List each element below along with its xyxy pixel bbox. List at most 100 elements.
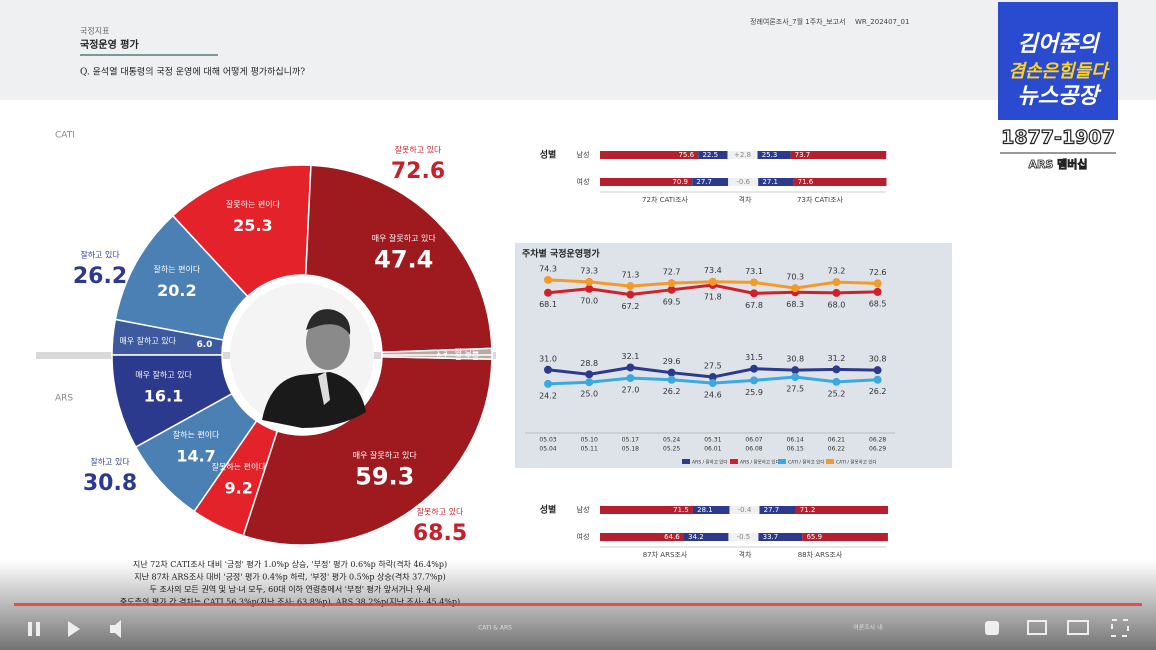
chapter: CATI & ARS	[478, 625, 512, 632]
bar-label: 73.7	[795, 151, 811, 159]
x-tick-label: 06.07	[745, 437, 762, 444]
bar-label: 71.5	[673, 506, 689, 514]
point-label: 31.2	[827, 354, 845, 363]
point-label: 27.5	[704, 362, 722, 371]
bar-label: 27.7	[764, 506, 780, 514]
point-label: 70.3	[786, 273, 804, 282]
legend-swatch	[826, 459, 834, 464]
bar	[600, 151, 699, 159]
slice-label: 잘 모름	[455, 352, 480, 361]
point	[750, 376, 758, 385]
point-label: 32.1	[621, 352, 639, 361]
gap-label: -0.4	[738, 506, 752, 514]
bar-label: 28.1	[697, 506, 713, 514]
x-tick-label: 05.24	[663, 437, 680, 444]
group-label: 73차 CATI조사	[797, 195, 843, 204]
bar	[790, 151, 887, 159]
point-label: 73.1	[745, 267, 763, 276]
slice-value: 47.4	[374, 246, 433, 274]
bar	[683, 533, 729, 541]
next-button[interactable]	[68, 621, 80, 637]
point	[667, 375, 676, 384]
slice-label: 잘하는 편이다	[154, 264, 201, 274]
point	[750, 364, 758, 373]
point-label: 31.0	[539, 354, 557, 363]
doc-code: WR_202407_01	[855, 18, 909, 26]
bar	[698, 151, 728, 159]
x-tick-label: 06.22	[828, 446, 845, 453]
bar	[692, 506, 730, 514]
total-label: 잘못하고 있다	[395, 145, 442, 155]
point-label: 73.4	[704, 266, 722, 275]
point	[585, 370, 594, 379]
theater-button[interactable]	[1067, 620, 1089, 635]
x-tick-label: 06.29	[869, 446, 886, 453]
bar	[757, 151, 791, 159]
point-label: 68.3	[786, 300, 804, 309]
progress-bar[interactable]	[14, 603, 1142, 606]
point-label: 68.0	[827, 300, 845, 309]
bar-label: 25.3	[762, 151, 778, 159]
doc-name: 정례여론조사_7월 1주차_보고서	[750, 17, 845, 26]
x-tick-label: 05.10	[581, 437, 598, 444]
slice-label: 잘못하는 편이다	[212, 462, 267, 472]
point	[544, 288, 552, 297]
header-band	[0, 0, 1156, 100]
volume-button[interactable]	[110, 620, 121, 638]
point	[585, 277, 594, 286]
x-tick-label: 06.14	[787, 437, 804, 444]
slice-label: 잘못하는 편이다	[226, 199, 281, 209]
bar-label: 75.6	[678, 151, 694, 159]
bar-label: 34.2	[688, 533, 704, 541]
point-label: 70.0	[580, 296, 598, 305]
pause-button[interactable]	[36, 622, 40, 636]
donut-slice	[381, 354, 493, 360]
point-label: 67.8	[745, 301, 763, 310]
point	[667, 285, 676, 294]
x-tick-label: 05.18	[622, 446, 639, 453]
slice-label: 매우 잘하고 있다	[119, 335, 176, 345]
point	[791, 373, 800, 382]
logo-sub: ARS 멤버십	[1028, 157, 1087, 171]
bar-label: 27.1	[762, 178, 778, 186]
point-label: 29.6	[663, 357, 681, 366]
point-label: 27.0	[621, 386, 639, 395]
point-label: 25.2	[827, 389, 845, 398]
pause-button[interactable]	[28, 622, 32, 636]
point	[585, 378, 594, 387]
survey-label: ARS	[55, 394, 73, 404]
logo-box	[998, 2, 1118, 120]
bar	[802, 533, 888, 541]
x-tick-label: 05.17	[622, 437, 639, 444]
bar	[600, 506, 693, 514]
gap-cell	[727, 151, 758, 159]
point	[832, 278, 841, 287]
x-tick-label: 06.15	[787, 446, 804, 453]
bar	[758, 178, 794, 186]
row-label: 남성	[577, 150, 590, 159]
slice-label: 매우 잘못하고 있다	[353, 450, 418, 460]
settings-button[interactable]	[985, 621, 999, 635]
bar-label: 64.6	[664, 533, 680, 541]
slice-value: 25.3	[233, 216, 272, 235]
logo-phone: 1877-1907	[1001, 127, 1115, 149]
logo-line: 김어준의	[1018, 32, 1102, 57]
fullscreen-button[interactable]	[1111, 619, 1129, 637]
x-tick-label: 05.04	[539, 446, 556, 453]
point-label: 30.8	[869, 355, 887, 364]
bar-title: 성별	[540, 504, 557, 516]
legend-label: CATI / 잘못하고 있다	[836, 459, 877, 466]
point-label: 24.2	[539, 391, 557, 400]
point-label: 25.0	[580, 390, 598, 399]
total-value: 68.5	[413, 521, 467, 546]
point	[544, 379, 552, 388]
row-label: 여성	[577, 177, 590, 186]
miniplayer-button[interactable]	[1027, 620, 1047, 635]
point-label: 68.1	[539, 300, 557, 309]
point	[873, 287, 882, 296]
donut-slice	[171, 164, 312, 298]
point	[626, 374, 635, 383]
chapter-right: 여론조사 내	[853, 624, 883, 632]
bar	[759, 506, 796, 514]
